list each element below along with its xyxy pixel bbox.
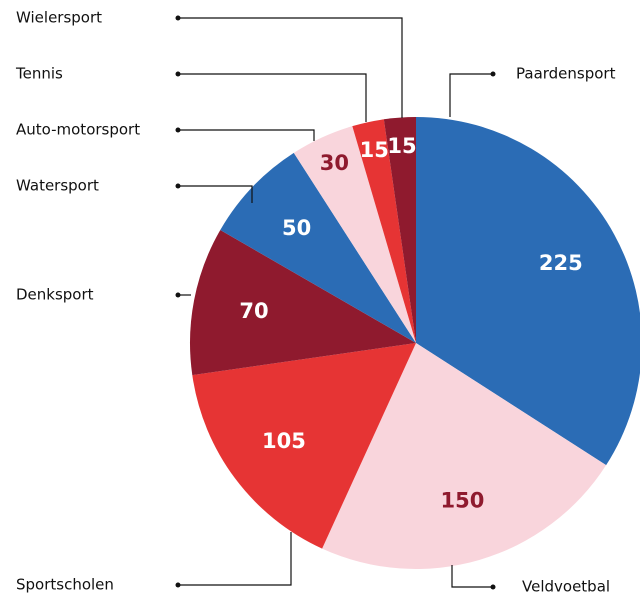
value-label: 30	[320, 151, 349, 175]
leader-dot	[175, 15, 181, 21]
category-label: Denksport	[16, 286, 94, 304]
pie-slice	[293, 126, 416, 343]
pie-slice	[352, 119, 416, 343]
category-label: Auto-motorsport	[16, 121, 140, 139]
leader-dot	[490, 71, 496, 77]
value-label: 225	[539, 251, 583, 275]
category-label: Paardensport	[516, 65, 616, 83]
category-label: Sportscholen	[16, 576, 114, 594]
leader-line	[451, 565, 493, 588]
value-label: 150	[441, 488, 485, 512]
leader-dot	[175, 127, 181, 133]
leader-dot	[175, 71, 181, 77]
category-label: Veldvoetbal	[522, 578, 610, 596]
pie-slice	[220, 152, 416, 343]
category-label: Wielersport	[16, 9, 102, 27]
leader-line	[178, 129, 315, 141]
pie-slice	[322, 343, 607, 570]
value-label: 70	[239, 299, 268, 323]
category-label: Tennis	[15, 65, 63, 83]
leader-dot	[490, 584, 496, 590]
category-label: Watersport	[16, 177, 99, 195]
leader-line	[449, 73, 493, 117]
pie-slice	[416, 117, 640, 466]
leader-dot	[175, 183, 181, 189]
leader-line	[178, 185, 253, 203]
value-label: 50	[282, 216, 311, 240]
leader-line	[178, 532, 292, 586]
leader-line	[178, 73, 367, 122]
pie-slice	[190, 230, 416, 376]
value-label: 15	[360, 138, 389, 162]
pie-slice	[192, 343, 416, 549]
leader-dot	[175, 582, 181, 588]
value-label: 15	[387, 134, 416, 158]
leader-dot	[175, 292, 181, 298]
leader-line	[178, 17, 403, 118]
value-label: 105	[262, 429, 306, 453]
pie-slice	[383, 117, 416, 343]
